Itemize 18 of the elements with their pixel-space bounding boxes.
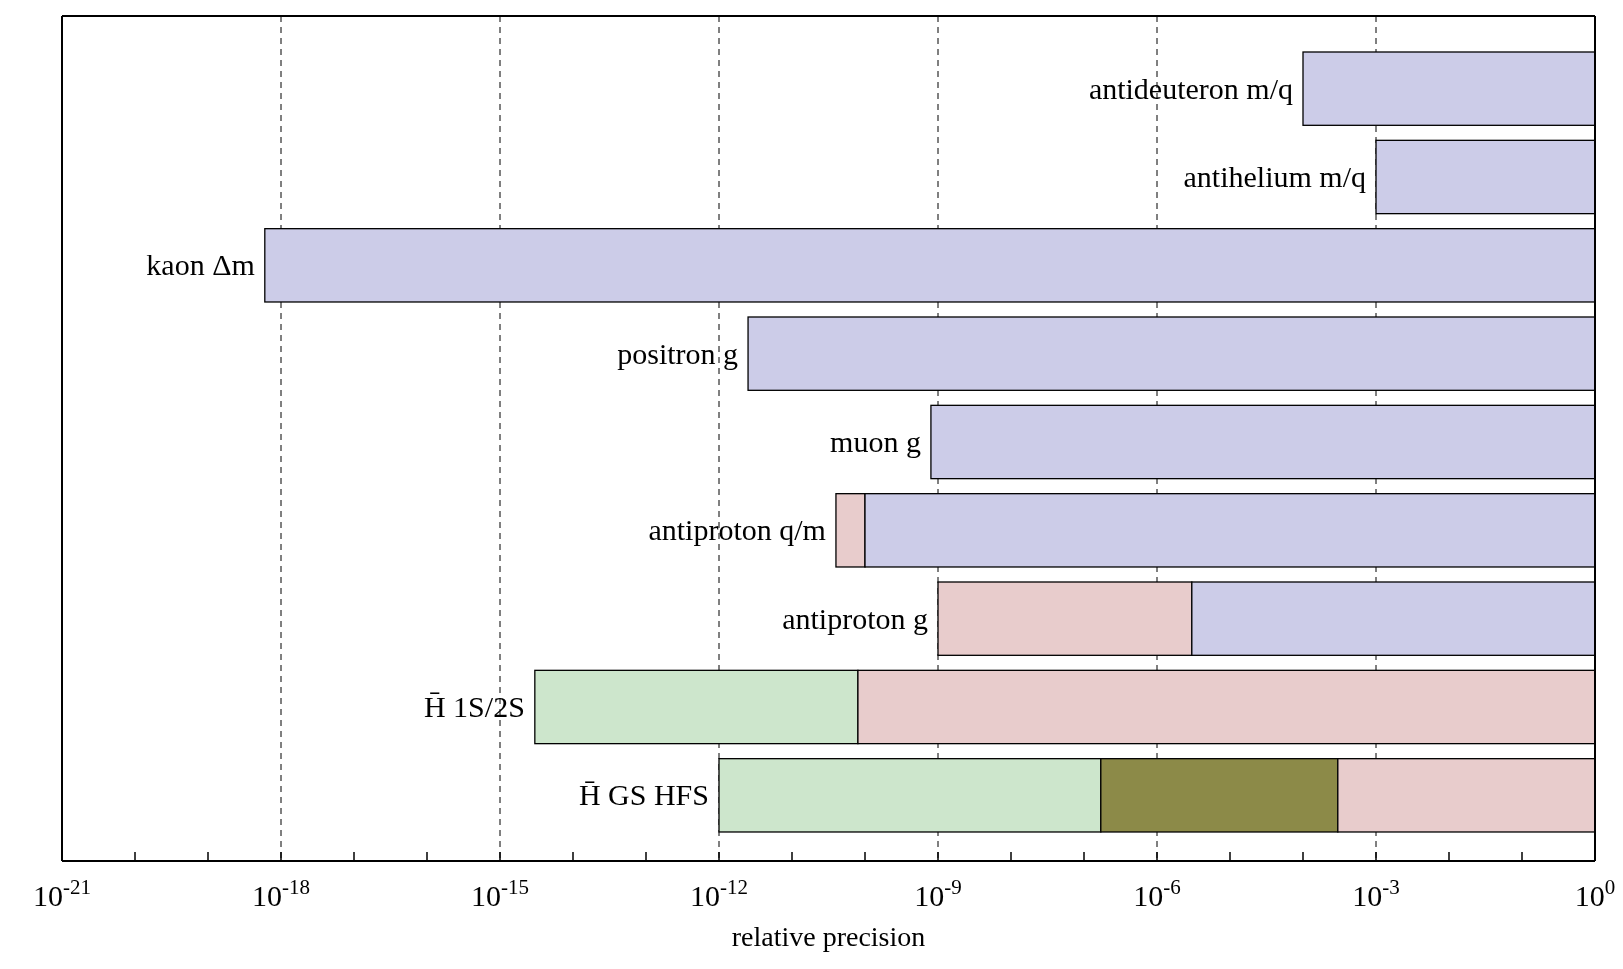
x-tick-label: 10$^{-18}$ (252, 875, 310, 912)
y-tick-label: H̄ GS HFS (578, 778, 709, 812)
x-tick-label: 10$^{-21}$ (33, 875, 91, 912)
x-tick-label: 10$^{0}$ (1574, 875, 1616, 912)
y-tick-label: kaon Δm (146, 248, 255, 282)
x-tick-label: 10$^{-15}$ (471, 875, 529, 912)
x-tick-label: 10$^{-12}$ (690, 875, 748, 912)
y-tick-label: H̄ 1S/2S (423, 689, 525, 723)
x-tick-label: 10$^{-6}$ (1133, 875, 1181, 912)
x-tick-label: 10$^{-3}$ (1352, 875, 1400, 912)
y-tick-label: positron g (617, 336, 739, 370)
y-tick-label: antiproton q/m (648, 513, 826, 547)
y-tick-label: antihelium m/q (1183, 159, 1366, 193)
y-tick-label: antiproton g (782, 601, 928, 635)
y-tick-label: antideuteron m/q (1088, 71, 1293, 105)
y-tick-label: muon g (830, 424, 921, 458)
x-tick-label: 10$^{-9}$ (914, 875, 962, 912)
x-axis-title: relative precision (731, 921, 926, 952)
